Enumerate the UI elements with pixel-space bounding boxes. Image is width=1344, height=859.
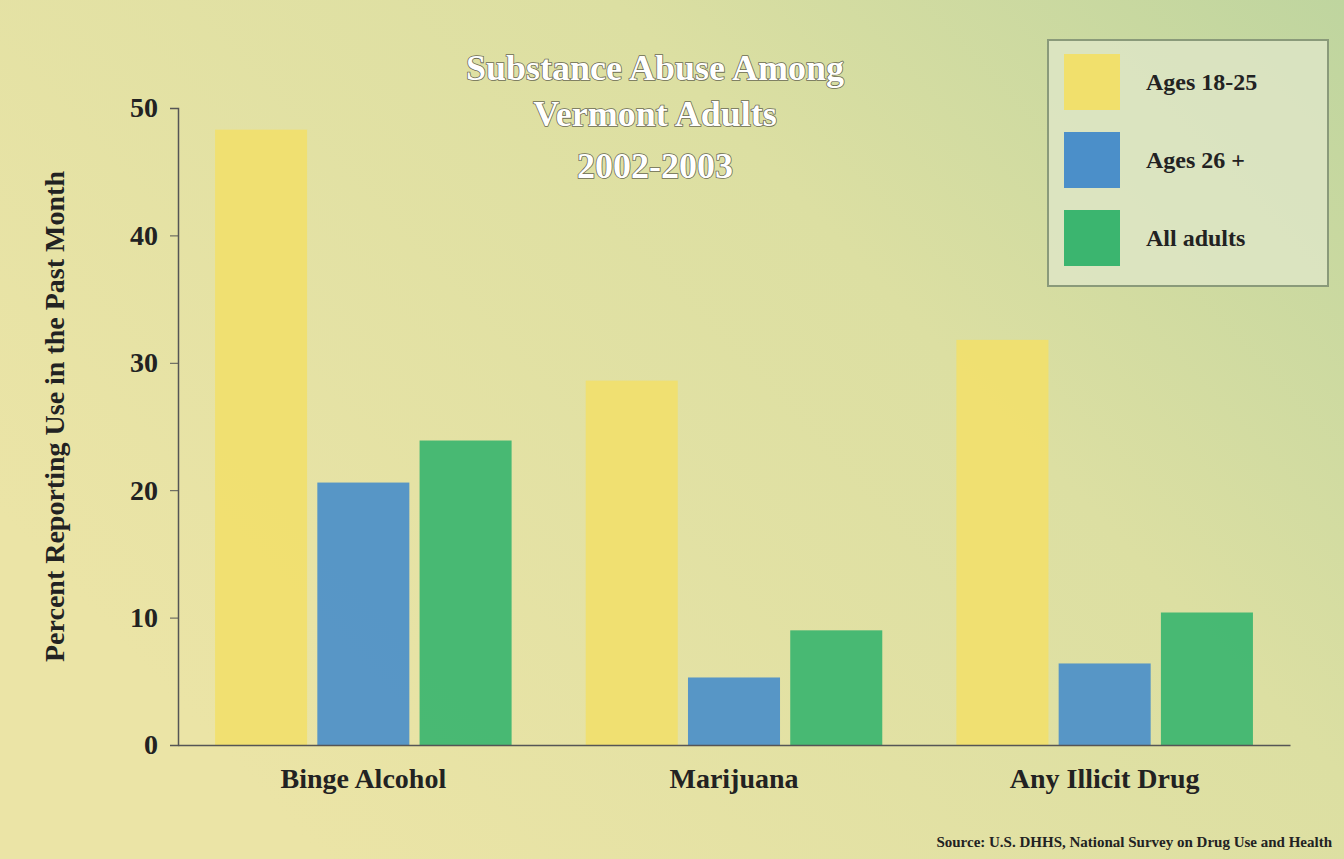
y-axis: 0 10 20 30 40 50	[130, 92, 179, 760]
bar	[1161, 613, 1253, 745]
x-axis-line	[179, 745, 1291, 747]
tick-label: 0	[144, 729, 158, 760]
bar	[420, 441, 512, 745]
tick: 40	[130, 220, 178, 251]
title-line: Substance Abuse Among	[466, 48, 844, 88]
tick: 30	[130, 347, 178, 378]
bars	[215, 130, 1253, 745]
bar	[1059, 663, 1151, 745]
legend-box	[1048, 40, 1328, 286]
legend-label: Ages 18-25	[1146, 69, 1257, 95]
bar	[586, 381, 678, 745]
tick: 0	[144, 729, 178, 760]
bar	[317, 483, 409, 745]
tick-label: 30	[130, 347, 158, 378]
category-label: Marijuana	[669, 763, 798, 794]
legend-swatch	[1064, 210, 1120, 266]
tick-mark	[170, 745, 178, 746]
tick: Marijuana	[669, 745, 798, 794]
chart: 0 10 20 30 40 50 Binge Alcohol Marijuana Any Ill…	[0, 0, 1344, 859]
source-note: Source: U.S. DHHS, National Survey on Dr…	[936, 834, 1332, 850]
tick: 10	[130, 602, 178, 633]
bar	[215, 130, 307, 745]
x-axis: Binge Alcohol Marijuana Any Illicit Drug	[179, 745, 1291, 794]
tick-mark	[170, 363, 178, 364]
legend-swatch	[1064, 54, 1120, 110]
tick-label: 40	[130, 220, 158, 251]
legend-label: Ages 26 +	[1146, 147, 1245, 173]
bar	[956, 340, 1048, 745]
tick: 50	[130, 92, 178, 123]
title-line: Vermont Adults	[533, 94, 777, 134]
background	[0, 0, 1344, 859]
legend-swatch	[1064, 132, 1120, 188]
tick-label: 20	[130, 475, 158, 506]
legend-label: All adults	[1146, 225, 1245, 251]
tick: Binge Alcohol	[280, 745, 446, 794]
tick: Any Illicit Drug	[1010, 745, 1200, 794]
tick-mark	[170, 618, 178, 619]
tick-mark	[170, 108, 178, 109]
bar	[688, 677, 780, 745]
bar	[790, 630, 882, 745]
tick-mark	[170, 235, 178, 236]
subtitle: 2002-2003	[577, 146, 733, 186]
tick-label: 10	[130, 602, 158, 633]
category-label: Binge Alcohol	[280, 763, 446, 794]
tick-label: 50	[130, 92, 158, 123]
tick: 20	[130, 475, 178, 506]
tick-mark	[170, 490, 178, 491]
y-axis-line	[170, 109, 179, 746]
y-axis-title: Percent Reporting Use in the Past Month	[39, 171, 70, 662]
category-label: Any Illicit Drug	[1010, 763, 1200, 794]
legend: Ages 18-25 Ages 26 + All adults	[1048, 40, 1328, 286]
title: Substance Abuse Among Vermont Adults	[466, 48, 844, 134]
